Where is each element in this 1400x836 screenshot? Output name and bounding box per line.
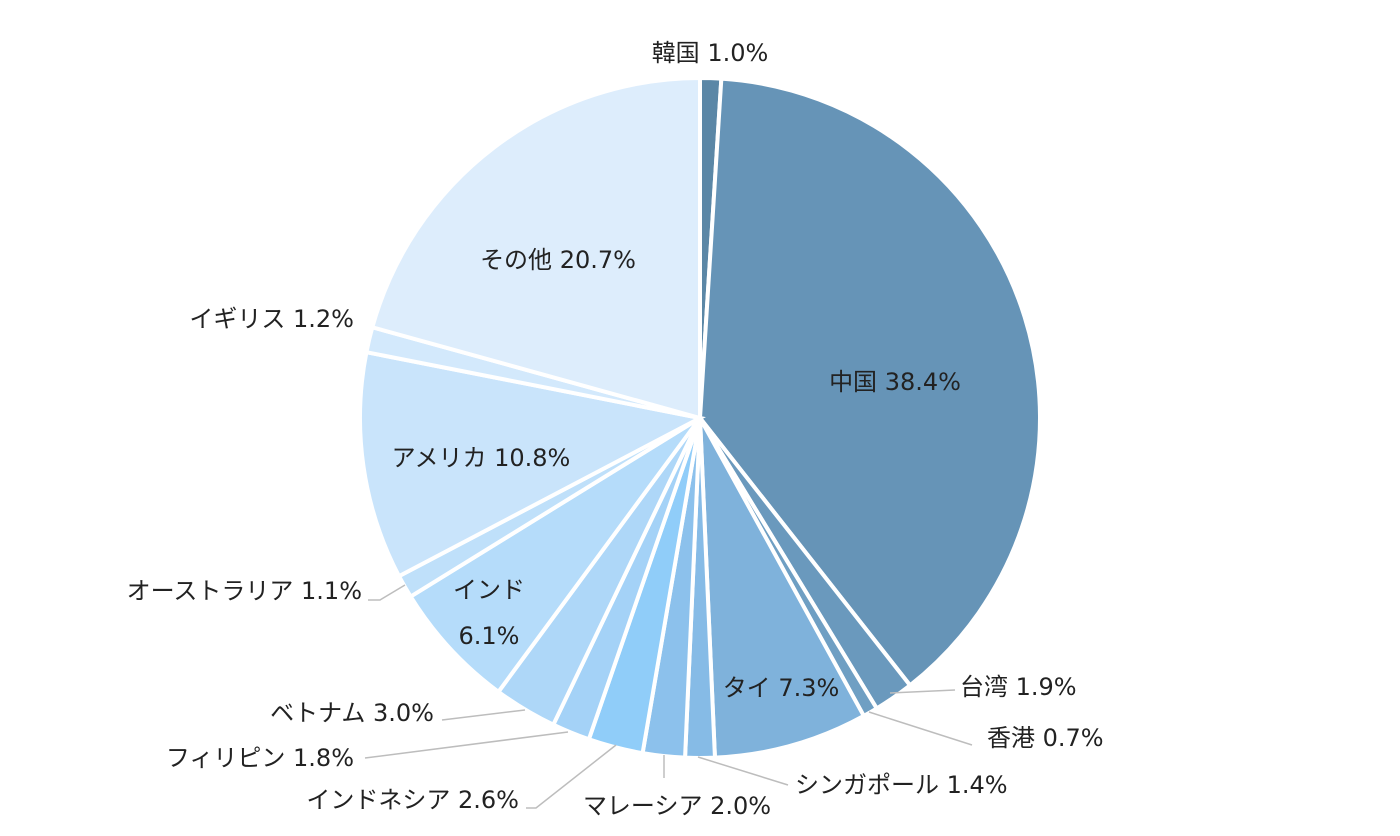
label-singapore: シンガポール 1.4% xyxy=(795,771,1008,799)
label-usa: アメリカ 10.8% xyxy=(392,444,571,472)
label-india-name: インド xyxy=(453,576,525,604)
pie-slice-10 xyxy=(407,416,702,695)
label-malaysia: マレーシア 2.0% xyxy=(583,792,771,820)
label-india-value: 6.1% xyxy=(459,622,520,650)
pie-slice-14 xyxy=(369,75,702,421)
leader-line-taiwan xyxy=(889,689,956,694)
pie-slices xyxy=(358,75,1042,760)
pie-slice-1 xyxy=(697,76,1042,689)
label-australia: オーストラリア 1.1% xyxy=(127,577,362,605)
pie-slice-4 xyxy=(698,417,867,760)
pie-slice-12 xyxy=(358,349,706,579)
label-thailand: タイ 7.3% xyxy=(723,674,840,702)
label-philippines: フィリピン 1.8% xyxy=(166,744,354,772)
label-other: その他 20.7% xyxy=(480,246,636,274)
label-hongkong: 香港 0.7% xyxy=(987,724,1104,752)
label-china: 中国 38.4% xyxy=(829,368,961,396)
label-taiwan: 台湾 1.9% xyxy=(960,673,1077,701)
leader-line-indonesia xyxy=(526,744,617,809)
label-vietnam: ベトナム 3.0% xyxy=(270,699,434,727)
leader-line-australia xyxy=(368,584,406,601)
leader-lines xyxy=(364,584,973,809)
leader-line-singapore xyxy=(697,756,789,786)
slice-labels: 韓国 1.0% 中国 38.4% 台湾 1.9% 香港 0.7% タイ 7.3%… xyxy=(127,39,1104,820)
leader-line-philippines xyxy=(364,731,569,759)
label-uk: イギリス 1.2% xyxy=(189,305,354,333)
label-indonesia: インドネシア 2.6% xyxy=(306,786,519,814)
label-korea: 韓国 1.0% xyxy=(652,39,769,67)
leader-line-hongkong xyxy=(868,711,973,746)
leader-line-vietnam xyxy=(441,709,526,721)
